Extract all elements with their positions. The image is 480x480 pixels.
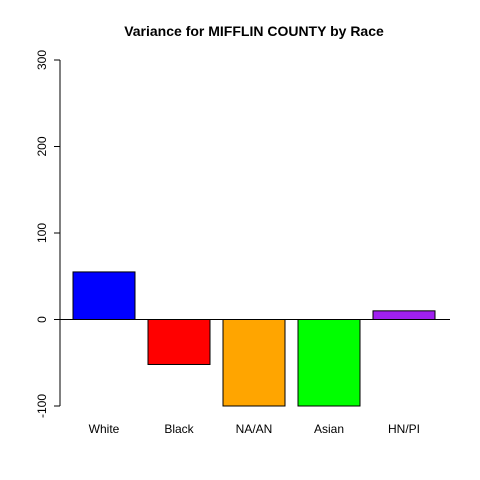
y-tick-label: 200 <box>35 136 49 156</box>
x-category-label: Black <box>164 422 194 436</box>
bar-white <box>73 272 135 320</box>
bar-hn-pi <box>373 311 435 320</box>
bar-black <box>148 320 210 365</box>
y-tick-label: 100 <box>35 223 49 243</box>
y-tick-label: 300 <box>35 50 49 70</box>
y-tick-label: 0 <box>35 316 49 323</box>
y-axis: -100 0 100 200 300 <box>35 50 60 418</box>
x-category-label: NA/AN <box>236 422 273 436</box>
x-category-label: Asian <box>314 422 344 436</box>
x-category-label: White <box>89 422 120 436</box>
x-category-label: HN/PI <box>388 422 420 436</box>
chart-title: Variance for MIFFLIN COUNTY by Race <box>124 23 384 39</box>
y-tick-label: -100 <box>35 394 49 418</box>
bar-asian <box>298 320 360 407</box>
category-labels: White Black NA/AN Asian HN/PI <box>89 422 420 436</box>
bars-group <box>73 272 435 406</box>
bar-na-an <box>223 320 285 407</box>
